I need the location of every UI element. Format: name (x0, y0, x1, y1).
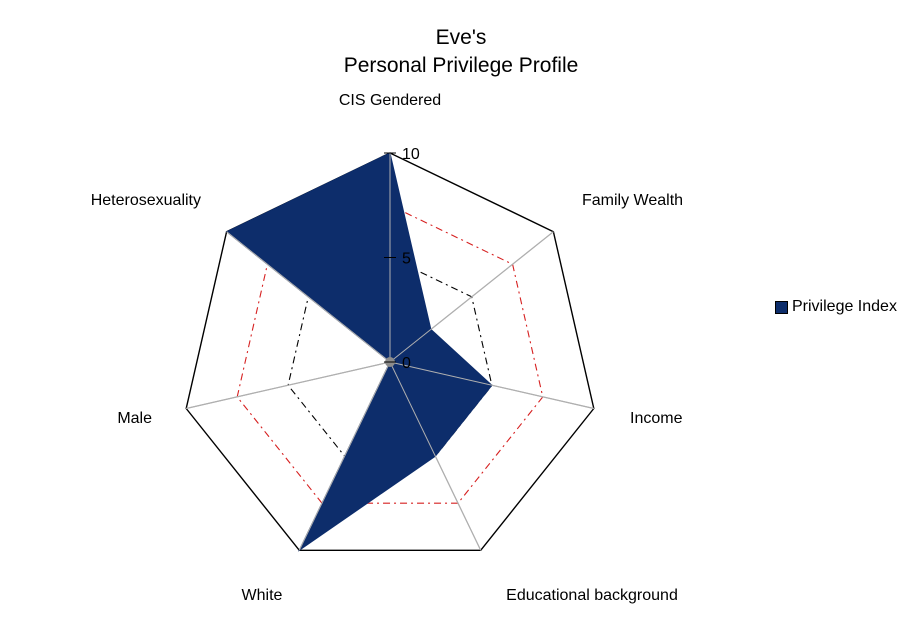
radar-spoke-overlay-1 (389, 231, 554, 363)
legend: Privilege Index (775, 298, 897, 316)
radar-spoke-overlay-3 (389, 361, 482, 551)
tick-label-2: 10 (402, 146, 420, 163)
category-label-3: Educational background (506, 587, 678, 604)
category-label-2: Income (630, 410, 683, 427)
legend-swatch (775, 300, 788, 314)
category-label-4: White (242, 587, 283, 604)
tick-label-0: 0 (402, 355, 411, 372)
chart-title-line-2: Personal Privilege Profile (343, 54, 579, 77)
legend-label: Privilege Index (792, 298, 897, 315)
tick-label-1: 5 (402, 251, 411, 268)
radar-spoke-overlay-2 (389, 361, 594, 409)
category-label-1: Family Wealth (582, 192, 683, 209)
chart-title-line-1: Eve's (435, 26, 487, 49)
radar-spoke-overlay-6 (226, 231, 391, 363)
radar-spoke-overlay-4 (298, 361, 391, 551)
category-label-0: CIS Gendered (339, 92, 441, 109)
category-label-5: Male (117, 410, 152, 427)
category-label-6: Heterosexuality (91, 192, 201, 209)
radar-outer-ring (185, 152, 595, 551)
radar-guide-ring-1 (236, 204, 544, 504)
radar-spoke-overlay-5 (186, 361, 391, 409)
chart-title: Eve's Personal Privilege Profile (0, 24, 922, 80)
